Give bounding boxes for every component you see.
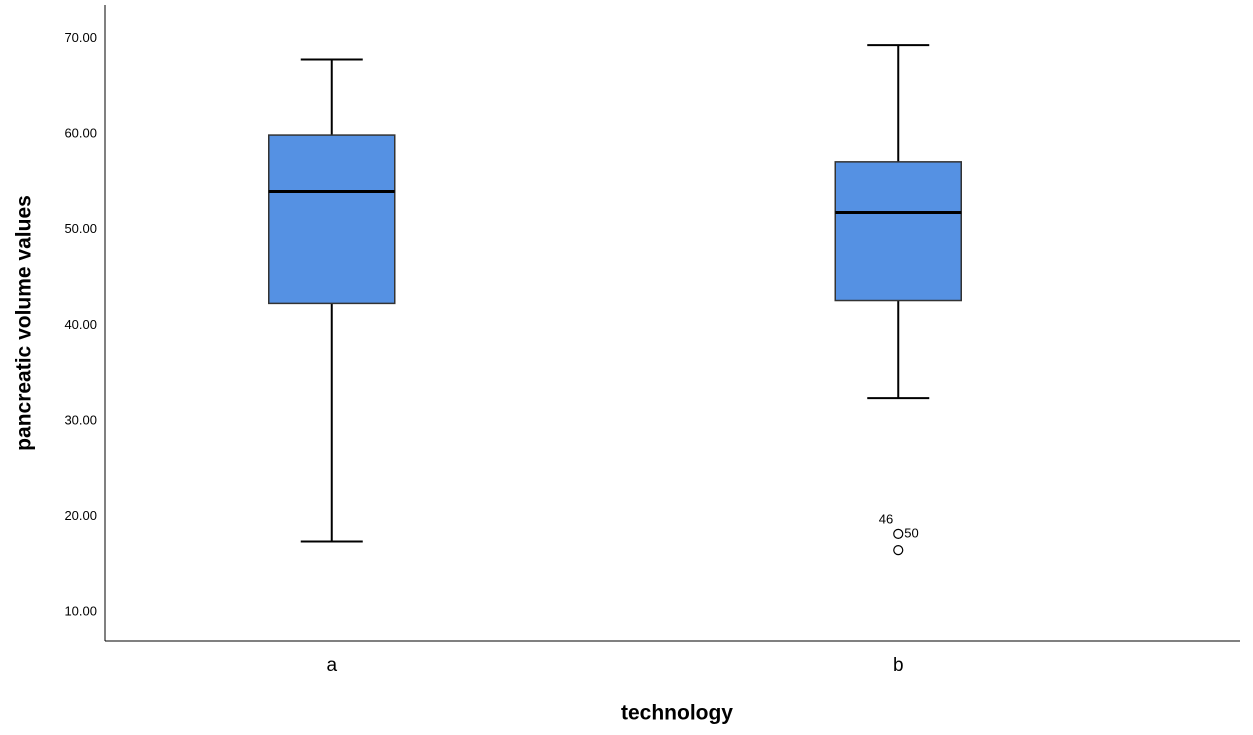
outlier [893,545,904,556]
y-tick-label: 50.00 [64,221,97,236]
x-tick-label: b [893,655,904,676]
x-tick-label: a [326,655,337,676]
y-tick-label: 70.00 [64,30,97,45]
y-tick-label: 40.00 [64,317,97,332]
outlier-label: 46 [879,512,893,527]
box [834,161,962,302]
outlier-label: 50 [904,525,918,540]
y-tick-label: 10.00 [64,604,97,619]
y-tick-label: 30.00 [64,412,97,427]
y-tick-label: 20.00 [64,508,97,523]
outlier [893,528,904,539]
x-axis-title: technology [621,702,733,725]
y-axis-title: pancreatic volume values [13,195,36,451]
y-tick-label: 60.00 [64,126,97,141]
box [268,134,396,305]
